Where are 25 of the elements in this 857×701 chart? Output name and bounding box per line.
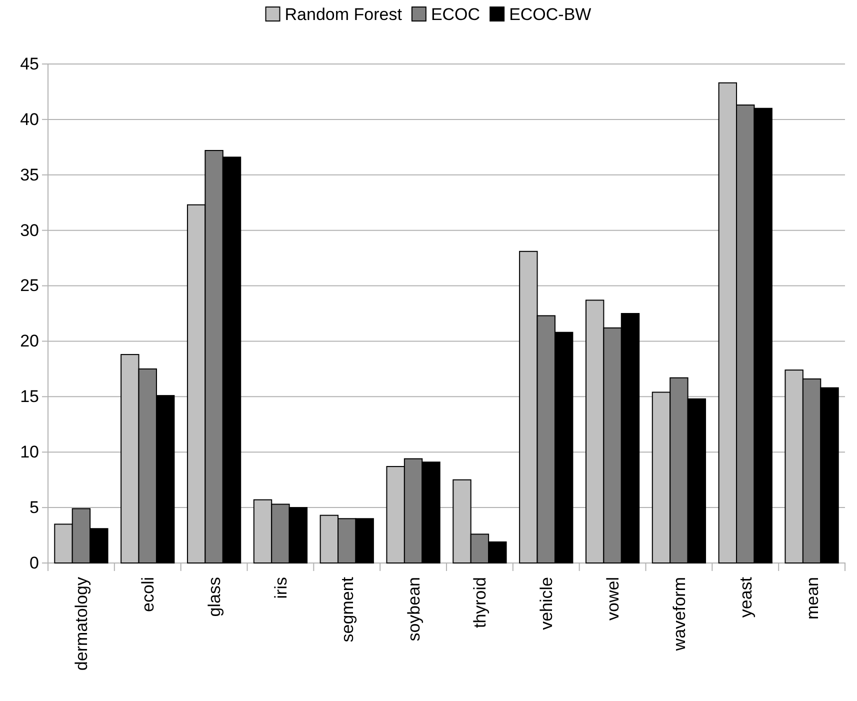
x-tick-label: vehicle	[537, 577, 556, 630]
legend-label: ECOC-BW	[509, 5, 592, 24]
x-tick-label: soybean	[404, 577, 424, 642]
x-tick-label: thyroid	[470, 577, 490, 628]
legend-label: ECOC	[430, 5, 480, 24]
x-tick-label: waveform	[670, 577, 689, 652]
y-tick-label: 25	[20, 276, 39, 296]
y-tick-label: 15	[20, 387, 39, 406]
y-tick-label: 35	[20, 165, 39, 184]
x-tick-label: ecoli	[138, 577, 158, 612]
y-tick-label: 45	[20, 54, 39, 74]
x-tick-label: dermatology	[72, 576, 92, 671]
y-tick-label: 5	[30, 498, 39, 517]
y-tick-label: 20	[20, 332, 39, 351]
x-tick-label: mean	[802, 577, 822, 620]
y-tick-label: 10	[20, 442, 39, 462]
x-tick-label: yeast	[736, 576, 756, 618]
x-tick-label: glass	[205, 577, 224, 617]
x-tick-label: segment	[338, 576, 357, 642]
y-tick-label: 40	[20, 110, 39, 129]
y-tick-label: 0	[30, 553, 39, 572]
x-tick-label: iris	[271, 577, 290, 599]
y-tick-label: 30	[20, 220, 39, 240]
legend-label: Random Forest	[284, 5, 402, 24]
x-tick-label: vowel	[604, 577, 623, 620]
